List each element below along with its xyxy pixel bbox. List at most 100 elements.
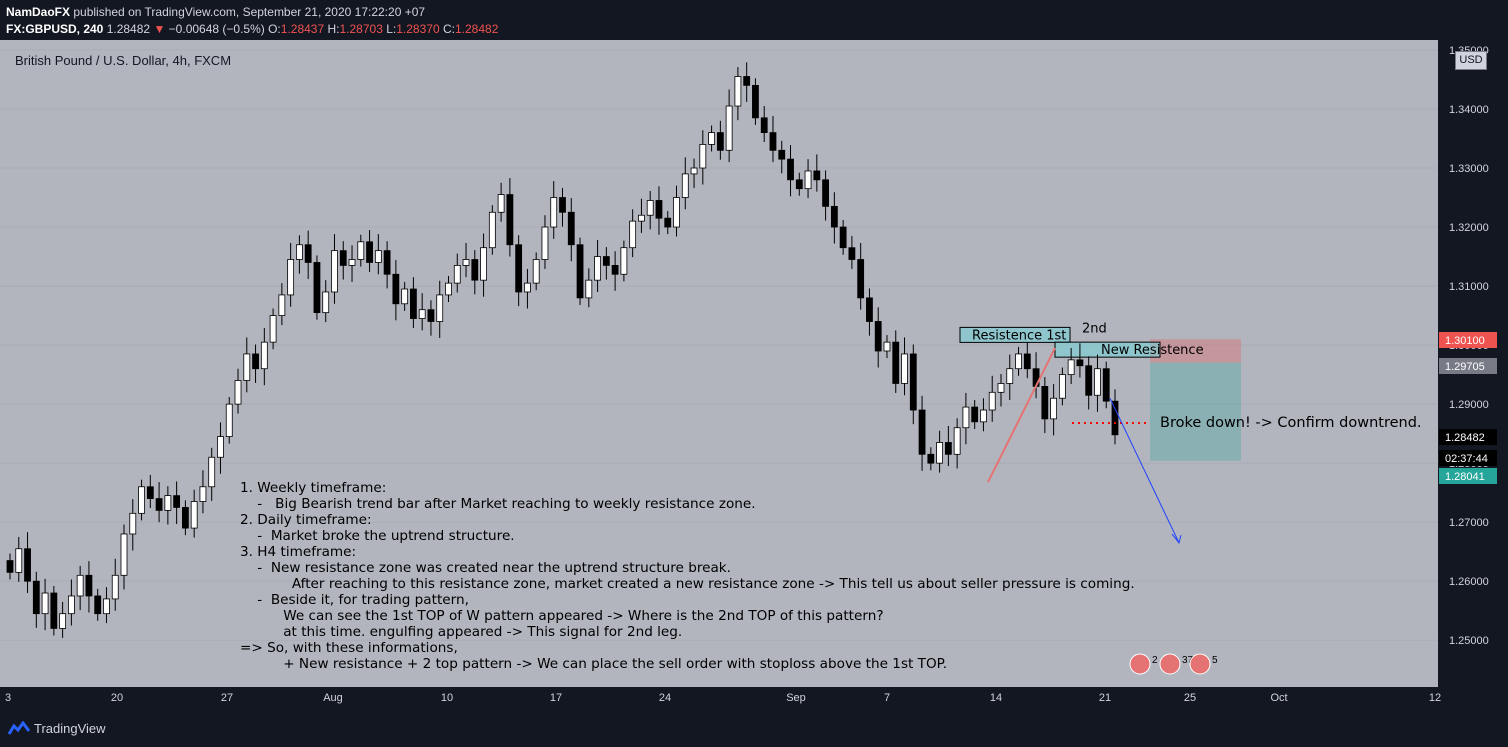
note-line: - New resistance zone was created near t… xyxy=(240,560,731,576)
candle-body xyxy=(287,259,295,296)
candle-body xyxy=(453,265,461,284)
brand-name[interactable]: TradingView xyxy=(34,721,106,736)
note-line: 2. Daily timeframe: xyxy=(240,512,372,528)
candle-body xyxy=(532,259,540,284)
candle-body xyxy=(322,291,330,314)
candle-body xyxy=(743,76,751,86)
candle-body xyxy=(269,315,277,343)
candle-body xyxy=(445,282,452,296)
candle-body xyxy=(41,592,49,615)
candle-body xyxy=(418,309,426,319)
candle-body xyxy=(611,265,619,275)
new-resistance-label: New Resistence xyxy=(1101,343,1204,358)
y-tick-label: 1.25000 xyxy=(1449,635,1489,647)
x-tick-label: 14 xyxy=(990,692,1002,704)
candle-body xyxy=(15,548,23,573)
candle-body xyxy=(953,427,961,455)
candle-body xyxy=(50,592,58,629)
author-name[interactable]: NamDaoFX xyxy=(6,5,71,19)
stop-loss-zone xyxy=(1150,339,1241,363)
candle-body xyxy=(217,436,224,458)
price-tag xyxy=(1439,358,1497,374)
price-tag-label: 1.28482 xyxy=(1445,432,1485,444)
x-tick-label: Sep xyxy=(786,692,806,704)
time-axis[interactable] xyxy=(0,687,1508,710)
candle-body xyxy=(111,574,119,600)
candle-body xyxy=(243,353,251,381)
candle-body xyxy=(32,580,40,615)
y-tick-label: 1.34000 xyxy=(1449,104,1489,116)
candle-body xyxy=(497,194,505,213)
y-tick-label: 1.32000 xyxy=(1449,222,1489,234)
x-tick-label: 21 xyxy=(1099,692,1111,704)
low-label: L: xyxy=(386,22,397,36)
candle-body xyxy=(866,297,873,322)
low-value: 1.28370 xyxy=(396,22,440,36)
candle-body xyxy=(1076,359,1084,367)
candle-body xyxy=(181,507,189,529)
candle-body xyxy=(304,244,312,263)
candle-body xyxy=(769,132,777,151)
candle-body xyxy=(190,501,198,529)
last-price: 1.28482 xyxy=(106,22,151,36)
candle-body xyxy=(225,403,233,437)
candle-body xyxy=(506,194,514,246)
candle-body xyxy=(410,288,417,319)
candle-body xyxy=(199,486,207,502)
close-value: 1.28482 xyxy=(454,22,499,36)
event-count: 37 xyxy=(1182,655,1194,666)
candle-body xyxy=(59,613,67,629)
candle-body xyxy=(988,391,996,411)
candle-body xyxy=(699,143,707,169)
header-bar: NamDaoFX published on TradingView.com, S… xyxy=(0,0,1508,40)
candle-body xyxy=(602,256,610,266)
y-tick-label: 1.26000 xyxy=(1449,576,1489,588)
candle-body xyxy=(830,205,838,228)
candle-body xyxy=(1094,368,1101,396)
candle-body xyxy=(901,353,908,384)
candle-body xyxy=(585,279,593,299)
price-tag-label: 02:37:44 xyxy=(1445,453,1488,465)
down-arrow-icon: ▼ xyxy=(153,22,166,36)
y-tick-label: 1.33000 xyxy=(1449,163,1489,175)
candle-body xyxy=(1006,368,1014,384)
currency-button[interactable]: USD xyxy=(1455,51,1487,70)
candle-body xyxy=(392,273,400,305)
ohlc-line: FX:GBPUSD, 240 1.28482 ▼ −0.00648 (−0.5%… xyxy=(6,22,498,36)
candle-body xyxy=(208,456,216,488)
event-flag-icon xyxy=(1189,653,1211,675)
candle-body xyxy=(252,353,259,370)
candle-body xyxy=(778,149,786,160)
high-value: 1.28703 xyxy=(339,22,383,36)
candle-body xyxy=(962,406,970,429)
event-count: 2 xyxy=(1152,655,1158,666)
note-line: 3. H4 timeframe: xyxy=(240,544,357,560)
price-tag xyxy=(1439,450,1497,466)
chart-title: British Pound / U.S. Dollar, 4h, FXCM xyxy=(15,53,232,68)
candle-body xyxy=(1111,400,1119,436)
tradingview-logo-icon[interactable] xyxy=(8,721,30,735)
event-flag-icon xyxy=(1159,653,1181,675)
candle-body xyxy=(848,247,856,260)
x-tick-label: 27 xyxy=(221,692,233,704)
candle-body xyxy=(278,294,286,316)
broke-down-label: Broke down! -> Confirm downtrend. xyxy=(1160,415,1422,431)
price-tag xyxy=(1439,468,1497,484)
candle-body xyxy=(462,259,470,266)
x-tick-label: 7 xyxy=(884,692,890,704)
close-label: C: xyxy=(442,22,455,36)
x-tick-label: Aug xyxy=(323,692,343,704)
candle-body xyxy=(103,598,110,615)
candle-body xyxy=(638,214,645,222)
price-chart[interactable]: Resistence 1st 2nd New Resistence Broke dow… xyxy=(0,40,1508,710)
candle-body xyxy=(260,341,268,370)
candle-body xyxy=(822,179,829,207)
candle-body xyxy=(760,117,768,133)
price-tag-label: 1.29705 xyxy=(1445,361,1485,373)
candle-body xyxy=(944,442,952,455)
candle-body xyxy=(971,406,979,423)
y-tick-label: 1.29000 xyxy=(1449,399,1489,411)
candle-body xyxy=(6,560,14,573)
candle-body xyxy=(85,574,93,597)
candle-body xyxy=(567,211,575,246)
